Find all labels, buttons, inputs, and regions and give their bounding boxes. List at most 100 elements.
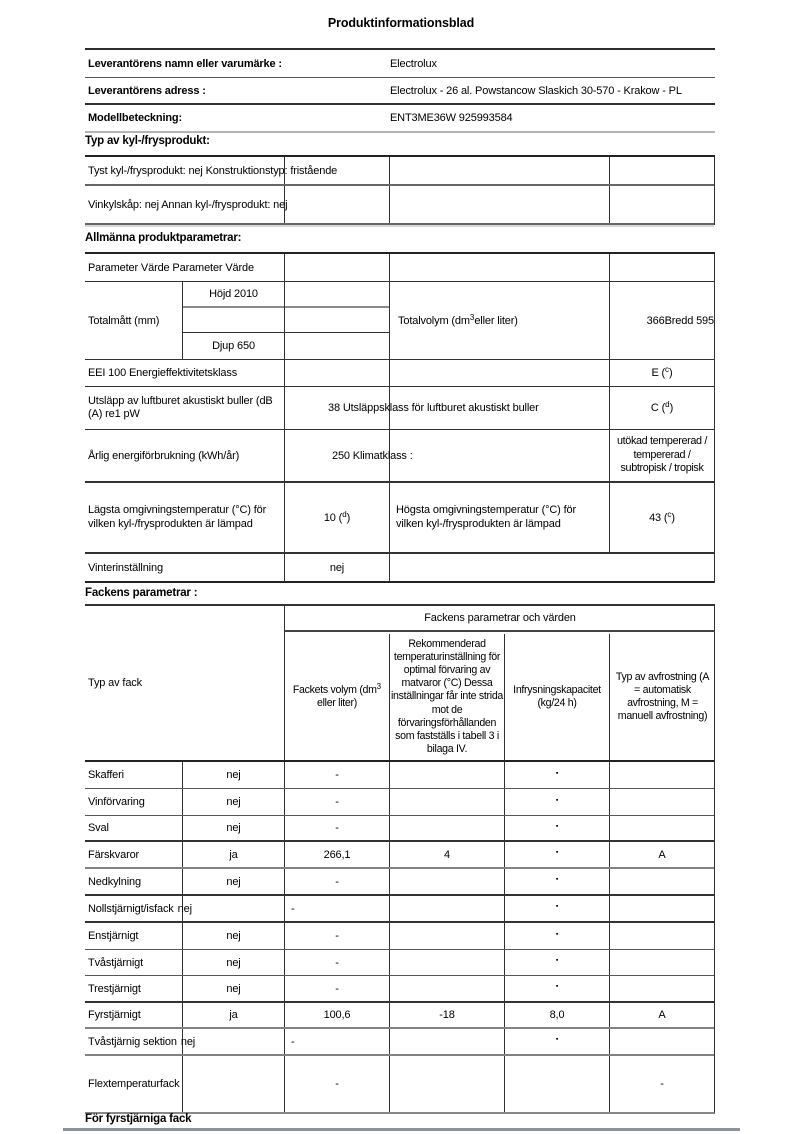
compartment-temp <box>390 923 505 949</box>
compartment-present: nej <box>183 816 285 840</box>
compartment-capacity: ▪ <box>505 842 610 867</box>
sub-headers: Fackets volym (dm3 eller liter) Rekommen… <box>285 634 715 760</box>
eei-label: EEI 100 Energieffektivitetsklass <box>85 360 285 386</box>
supplier-address-label: Leverantörens adress : <box>88 84 206 97</box>
depth-cell: Djup 650 <box>212 340 255 352</box>
general-table: Parameter Värde Parameter Värde Totalmåt… <box>85 252 715 583</box>
supplier-address-value: Electrolux - 26 al. Powstancow Slaskich … <box>390 84 682 97</box>
empty-cell <box>285 282 389 308</box>
compartment-present: nej <box>183 869 285 894</box>
empty-cell <box>285 333 389 359</box>
compartment-row-nedkylning: Nedkylning nej - ▪ <box>85 869 714 896</box>
eei-value: E (c) <box>651 365 673 379</box>
compartment-temp <box>390 762 505 788</box>
compartment-volume: - <box>285 896 390 921</box>
capacity-col-header: Infrysningskapacitet (kg/24 h) <box>505 634 610 760</box>
footnote-d: d <box>342 509 347 519</box>
compartment-defrost: - <box>660 1078 664 1090</box>
compartment-capacity: ▪ <box>505 923 610 949</box>
compartment-row-sval: Sval nej - ▪ <box>85 816 714 842</box>
energy-row: Årlig energiförbrukning (kWh/år) utökad … <box>85 430 714 483</box>
compartment-row-fyrstjarnigt: Fyrstjärnigt ja 100,6 -18 8,0 A <box>85 1003 714 1029</box>
empty-cell <box>183 308 284 333</box>
empty-cell <box>285 157 390 184</box>
compartment-row-farskvaror: Färskvaror ja 266,1 4 ▪ A <box>85 842 714 869</box>
compartment-temp <box>390 1029 505 1054</box>
model-value: ENT3ME36W 925993584 <box>390 112 513 124</box>
compartment-temp <box>390 976 505 1001</box>
type-row-1-text-cell: Tyst kyl-/frysprodukt: nej Konstruktions… <box>85 157 337 184</box>
compartment-row-tvastjarnigt: Tvåstjärnigt nej - ▪ <box>85 950 714 976</box>
page-title: Produktinformationsblad <box>327 16 475 30</box>
compartment-defrost: A <box>658 848 666 861</box>
noise-mid-text: 38 Utsläppsklass för luftburet akustiskt… <box>328 402 539 414</box>
compartment-present: nej <box>183 976 285 1001</box>
empty-cell <box>285 254 390 281</box>
winter-label: Vinterinställning <box>85 554 285 581</box>
empty-cell <box>390 387 610 429</box>
compartments-table: Typ av fack Fackens parametrar och värde… <box>85 604 715 1114</box>
noise-row: Utsläpp av luftburet akustiskt buller (d… <box>85 387 714 430</box>
compartment-capacity: ▪ <box>505 1029 610 1054</box>
empty-cell <box>610 157 714 184</box>
compartment-present: ja <box>183 1003 285 1027</box>
supplier-address-row: Leverantörens adress : Electrolux - 26 a… <box>85 78 715 105</box>
compartment-volume: - <box>285 762 390 788</box>
superscript-3: 3 <box>469 312 475 322</box>
compartment-volume: - <box>285 1029 390 1054</box>
compartment-name: Sval <box>85 816 183 840</box>
empty-cell <box>390 186 610 223</box>
compartment-volume: - <box>285 816 390 840</box>
empty-cell <box>183 1029 285 1054</box>
compartment-defrost <box>610 923 714 949</box>
total-volume-value: 366Bredd 595 <box>646 314 714 327</box>
volume-col-header: Fackets volym (dm3 eller liter) <box>285 634 390 760</box>
compartment-temp: 4 <box>390 842 505 867</box>
compartment-present: ja <box>183 842 285 867</box>
noise-label: Utsläpp av luftburet akustiskt buller (d… <box>85 387 285 429</box>
compartment-volume: - <box>285 976 390 1001</box>
temp-min-value: 10 (d) <box>285 483 390 552</box>
compartment-capacity: ▪ <box>505 816 610 840</box>
empty-cell <box>610 186 714 223</box>
compartment-temp: -18 <box>390 1003 505 1027</box>
compartment-temp <box>390 896 505 921</box>
ambient-temp-row: Lägsta omgivningstemperatur (°C) för vil… <box>85 483 714 554</box>
compartment-name: Tvåstjärnigt <box>85 950 183 975</box>
compartment-present: nej <box>183 923 285 949</box>
noise-class-value: C (d) <box>650 400 674 414</box>
compartment-name: Trestjärnigt <box>85 976 183 1001</box>
footnote-c: c <box>665 365 670 374</box>
compartment-present <box>183 1056 285 1112</box>
empty-cell <box>285 186 390 223</box>
supplier-name-value: Electrolux <box>390 57 437 70</box>
empty-cell <box>285 360 390 386</box>
type-section-heading: Typ av kyl-/frysprodukt: <box>85 135 210 147</box>
compartment-defrost <box>610 950 714 975</box>
empty-cell <box>285 387 390 429</box>
compartment-name: Enstjärnigt <box>85 923 183 949</box>
compartment-name: Flextemperaturfack <box>85 1056 183 1112</box>
compartment-present: nej <box>183 950 285 975</box>
compartment-name: Tvåstjärnig sektion nej <box>85 1029 195 1054</box>
compartment-defrost <box>610 976 714 1001</box>
climate-class-value: utökad tempererad / tempererad / subtrop… <box>617 435 707 475</box>
compartment-defrost <box>610 896 714 921</box>
compartment-name: Nollstjärnigt/isfack nej <box>85 896 192 921</box>
compartment-present: nej <box>183 789 285 815</box>
winter-row: Vinterinställning nej <box>85 554 714 583</box>
compartment-temp <box>390 816 505 840</box>
compartment-volume: 100,6 <box>285 1003 390 1027</box>
compartments-section-heading: Fackens parametrar : <box>85 587 198 599</box>
type-row-1: Tyst kyl-/frysprodukt: nej Konstruktions… <box>85 157 714 186</box>
compartment-name: Fyrstjärnigt <box>85 1003 183 1027</box>
superscript-3: 3 <box>376 682 382 692</box>
compartment-defrost <box>610 816 714 840</box>
compartment-name: Skafferi <box>85 762 183 788</box>
eei-row: EEI 100 Energieffektivitetsklass E (c) <box>85 360 714 387</box>
general-section-heading: Allmänna produktparametrar: <box>85 232 242 244</box>
winter-value: nej <box>285 554 390 581</box>
type-table: Tyst kyl-/frysprodukt: nej Konstruktions… <box>85 155 715 225</box>
compartment-row-trestjarnigt: Trestjärnigt nej - ▪ <box>85 976 714 1003</box>
footnote-d: d <box>665 400 670 409</box>
